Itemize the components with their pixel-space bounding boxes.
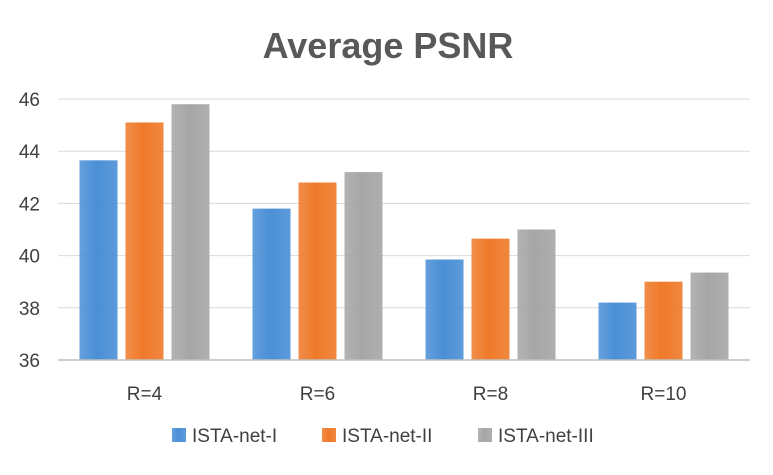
bar-ista-net-iii-r6 <box>344 172 383 360</box>
legend-label: ISTA-net-II <box>342 426 432 447</box>
chart-title: Average PSNR <box>263 25 514 66</box>
x-tick-label: R=4 <box>127 384 163 405</box>
legend-label: ISTA-net-I <box>192 426 277 447</box>
bar-ista-net-ii-r10 <box>644 281 683 360</box>
y-tick-label: 46 <box>19 90 40 111</box>
legend-swatch-ista-net-iii <box>478 428 492 442</box>
x-tick-label: R=6 <box>300 384 335 405</box>
bar-ista-net-iii-r4 <box>171 104 210 360</box>
x-axis-ticks: R=4 R=6 R=8 R=10 <box>127 384 687 405</box>
y-axis-ticks: 36 38 40 42 44 46 <box>19 90 41 372</box>
legend-swatch-ista-net-ii <box>322 428 336 442</box>
bar-ista-net-iii-r10 <box>690 272 729 360</box>
bar-ista-net-ii-r4 <box>125 122 164 361</box>
bar-ista-net-i-r6 <box>252 208 291 360</box>
bars <box>79 104 729 361</box>
legend: ISTA-net-I ISTA-net-II ISTA-net-III <box>172 426 594 447</box>
bar-ista-net-ii-r8 <box>471 238 510 360</box>
y-tick-label: 36 <box>19 351 40 372</box>
y-tick-label: 40 <box>19 247 40 268</box>
x-tick-label: R=10 <box>641 384 687 405</box>
y-tick-label: 44 <box>19 142 41 163</box>
bar-ista-net-i-r10 <box>598 302 637 360</box>
y-tick-label: 42 <box>19 194 40 215</box>
legend-label: ISTA-net-III <box>498 426 594 447</box>
y-tick-label: 38 <box>19 299 40 320</box>
bar-ista-net-i-r8 <box>425 259 464 360</box>
bar-ista-net-ii-r6 <box>298 182 337 360</box>
legend-swatch-ista-net-i <box>172 428 186 442</box>
x-tick-label: R=8 <box>473 384 508 405</box>
bar-ista-net-i-r4 <box>79 160 118 360</box>
bar-ista-net-iii-r8 <box>517 229 556 360</box>
